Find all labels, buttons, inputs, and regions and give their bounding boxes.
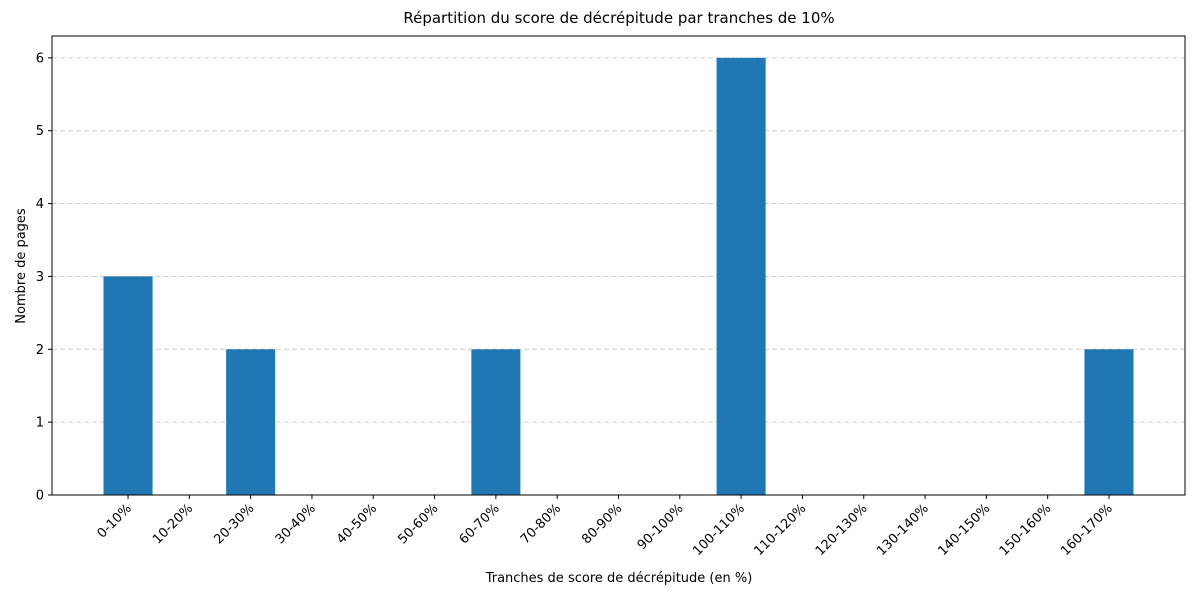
x-tick-label: 150-160% bbox=[997, 501, 1055, 559]
bar bbox=[471, 349, 521, 495]
x-tick-label: 60-70% bbox=[457, 501, 503, 547]
x-tick-label: 70-80% bbox=[518, 501, 564, 547]
y-tick-label: 4 bbox=[36, 197, 44, 212]
y-tick-label: 6 bbox=[36, 51, 44, 66]
x-tick-label: 100-110% bbox=[690, 501, 748, 559]
x-tick-label: 140-150% bbox=[935, 501, 993, 559]
x-tick-label: 50-60% bbox=[395, 501, 441, 547]
x-axis-label: Tranches de score de décrépitude (en %) bbox=[485, 571, 753, 586]
x-tick-label: 160-170% bbox=[1058, 501, 1116, 559]
y-tick-label: 5 bbox=[36, 124, 44, 139]
y-tick-label: 2 bbox=[36, 343, 44, 358]
y-tick-label: 0 bbox=[36, 489, 44, 504]
x-tick-label: 10-20% bbox=[150, 501, 196, 547]
x-tick-label: 40-50% bbox=[334, 501, 380, 547]
bar bbox=[226, 349, 276, 495]
plot-frame bbox=[51, 35, 1186, 496]
x-tick-label: 0-10% bbox=[95, 501, 135, 541]
x-tick-label: 120-130% bbox=[813, 501, 871, 559]
x-tick-label: 110-120% bbox=[752, 501, 810, 559]
x-tick-label: 80-90% bbox=[579, 501, 625, 547]
y-axis-label: Nombre de pages bbox=[14, 208, 29, 324]
y-tick-label: 3 bbox=[36, 270, 44, 285]
x-tick-label: 20-30% bbox=[211, 501, 257, 547]
x-tick-label: 130-140% bbox=[874, 501, 932, 559]
x-tick-label: 30-40% bbox=[273, 501, 319, 547]
bar bbox=[1084, 349, 1134, 495]
bar bbox=[103, 276, 153, 495]
y-tick-label: 1 bbox=[36, 416, 44, 431]
bar bbox=[716, 57, 766, 495]
chart-title: Répartition du score de décrépitude par … bbox=[403, 9, 834, 27]
x-tick-label: 90-100% bbox=[635, 501, 687, 553]
